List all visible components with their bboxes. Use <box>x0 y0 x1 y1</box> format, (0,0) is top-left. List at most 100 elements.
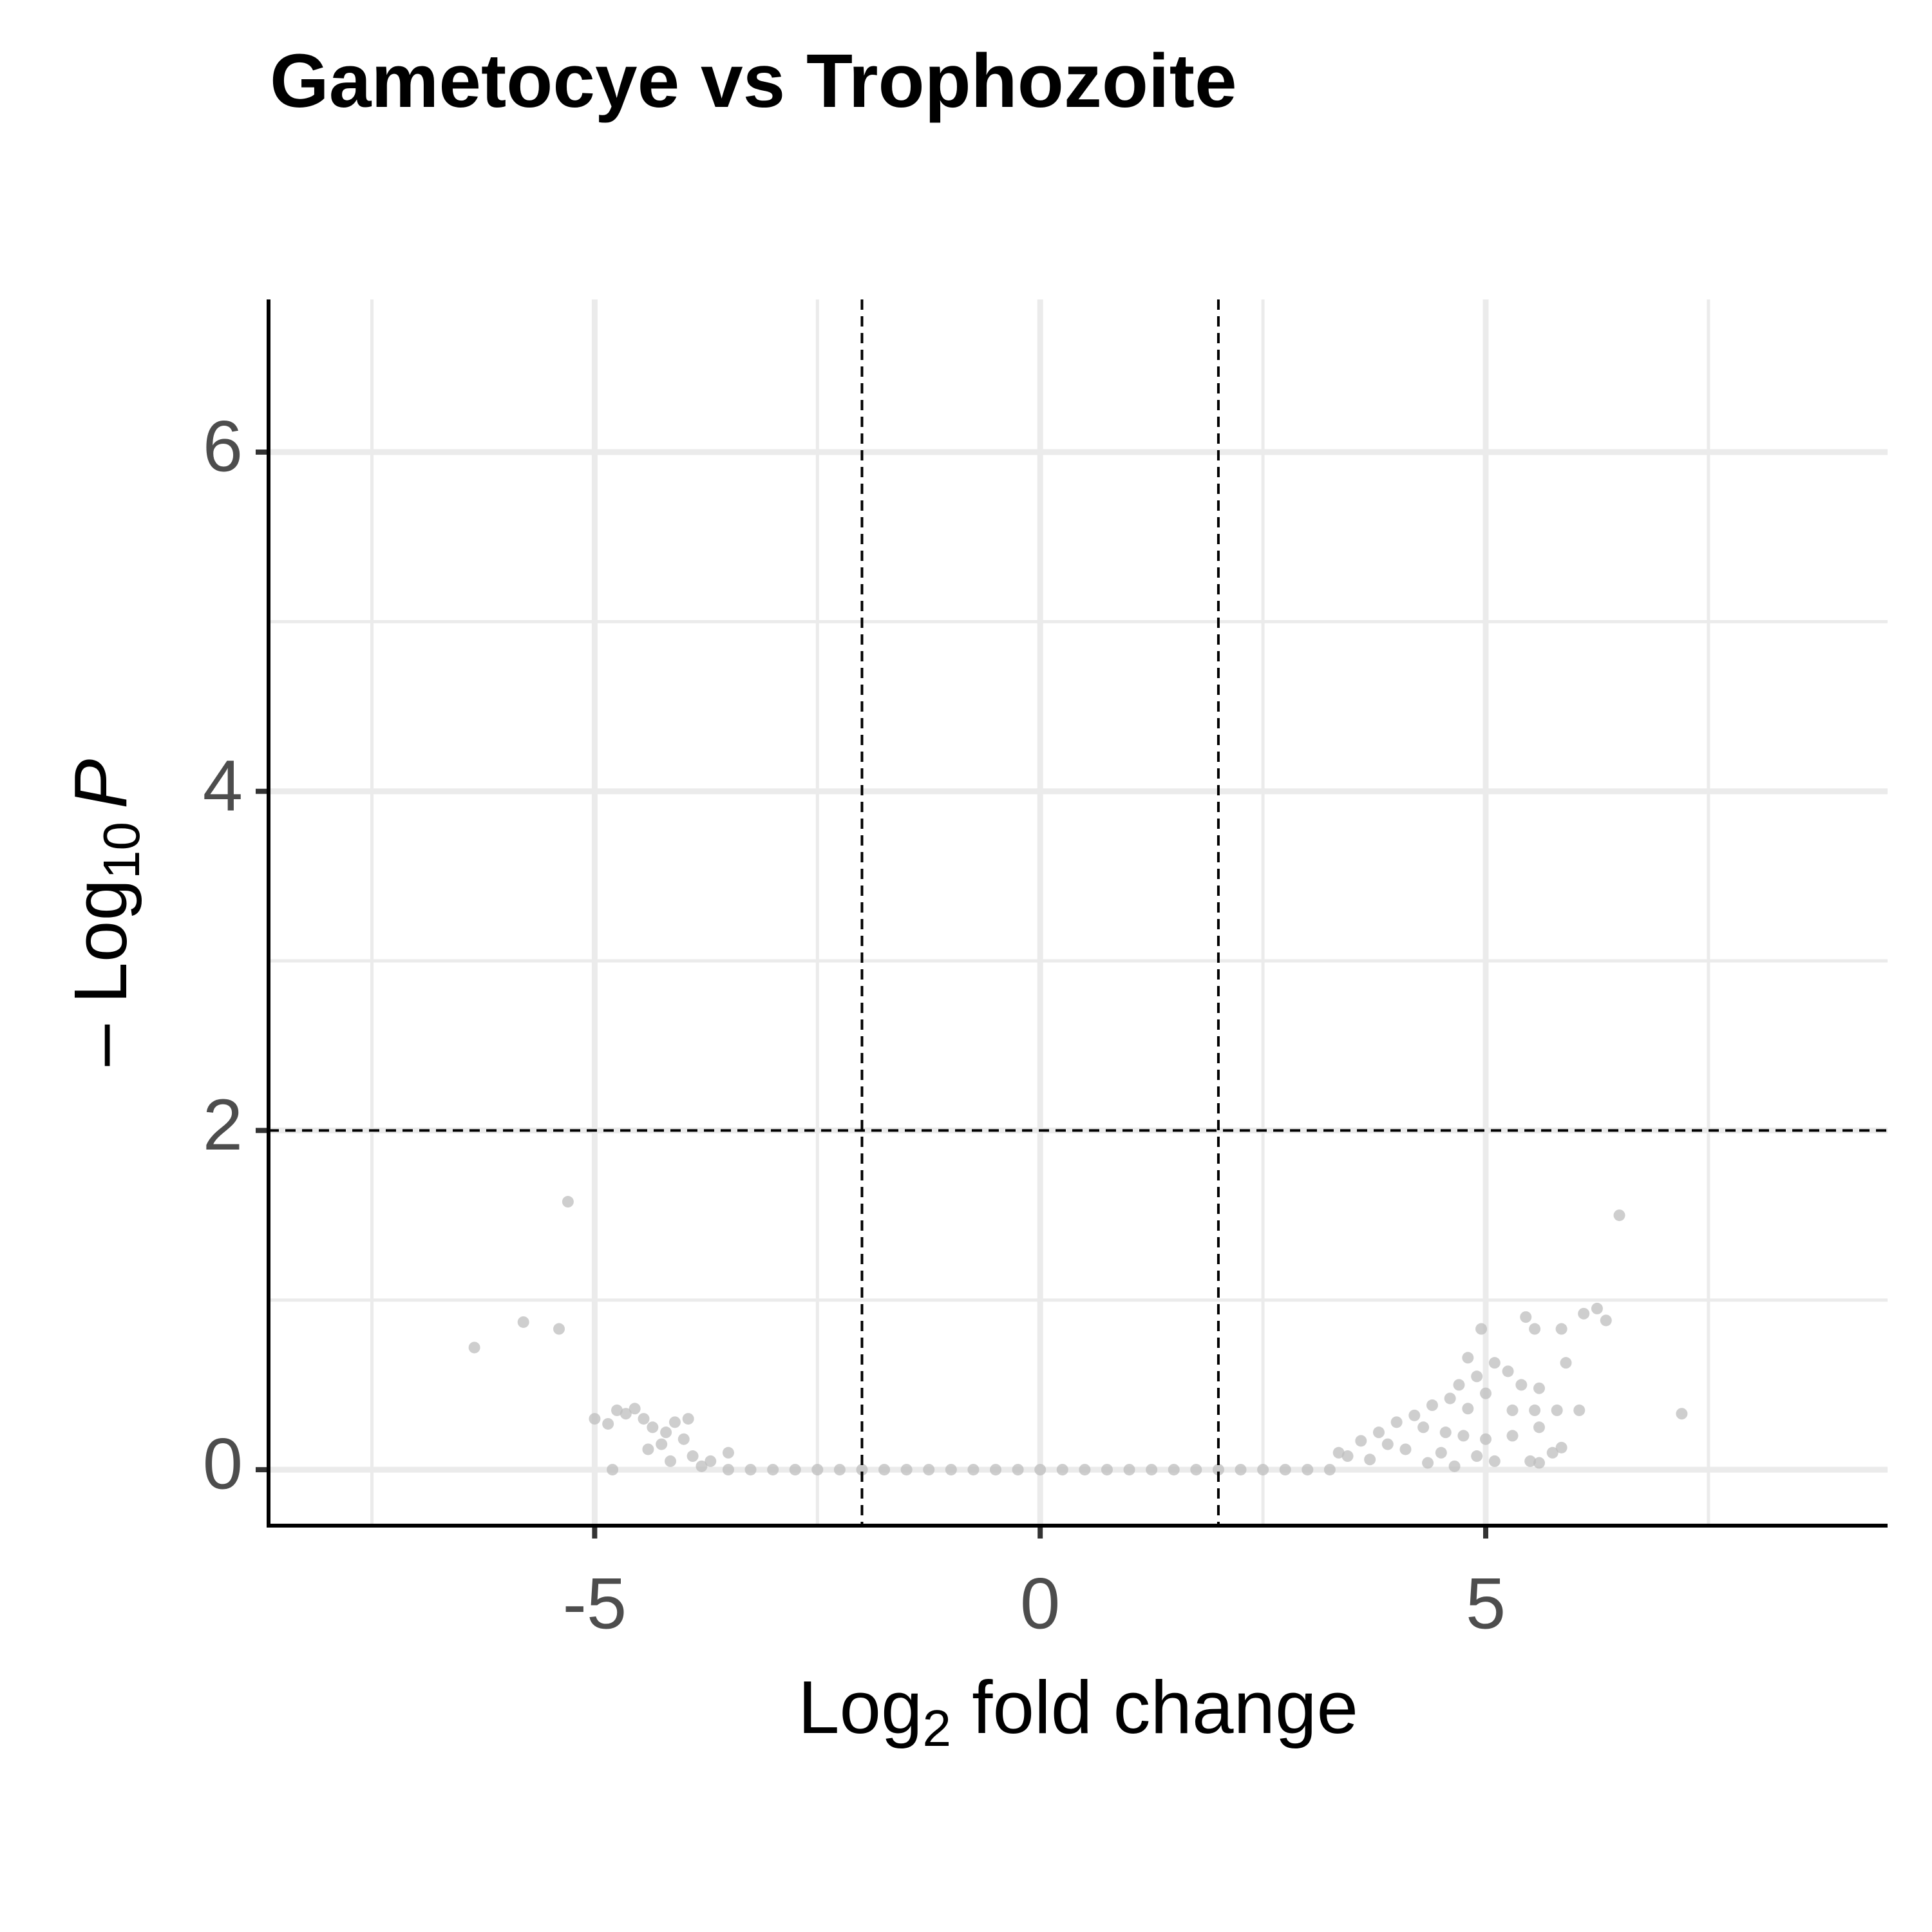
point <box>1101 1464 1113 1476</box>
point <box>1399 1443 1412 1455</box>
point <box>705 1455 717 1467</box>
point <box>1546 1446 1558 1459</box>
point <box>611 1404 623 1416</box>
y-axis-title-sub: 10 <box>93 822 150 879</box>
point <box>553 1323 565 1335</box>
point <box>1279 1464 1291 1476</box>
point <box>660 1426 672 1439</box>
point <box>1471 1370 1483 1383</box>
point <box>665 1455 677 1467</box>
point <box>811 1464 824 1476</box>
y-axis-title-part: – Log <box>59 879 142 1066</box>
point <box>1591 1302 1603 1314</box>
point <box>1448 1460 1461 1472</box>
x-axis-title-part: fold change <box>951 1665 1358 1749</box>
point <box>656 1438 668 1450</box>
point <box>1444 1392 1456 1405</box>
point <box>1600 1314 1612 1327</box>
y-tick-label: 2 <box>203 1084 243 1165</box>
point <box>589 1413 601 1425</box>
point <box>1551 1404 1563 1416</box>
point <box>1533 1421 1546 1434</box>
point <box>696 1460 708 1472</box>
x-axis-title-sub: 2 <box>922 1700 951 1757</box>
point <box>1555 1441 1567 1454</box>
x-tick-label: 0 <box>1020 1564 1060 1644</box>
point <box>1529 1404 1541 1416</box>
point <box>1479 1387 1492 1399</box>
point <box>722 1464 734 1476</box>
point <box>1235 1464 1247 1476</box>
point <box>1146 1464 1158 1476</box>
point <box>1390 1416 1403 1428</box>
point <box>1034 1464 1046 1476</box>
point <box>1520 1311 1532 1323</box>
point <box>629 1403 641 1415</box>
x-axis-title: Log2 fold change <box>798 1665 1358 1757</box>
point <box>1257 1464 1269 1476</box>
point <box>1533 1457 1546 1469</box>
point <box>1479 1433 1492 1445</box>
point <box>1529 1323 1541 1335</box>
point <box>1364 1454 1376 1466</box>
point <box>1502 1365 1514 1378</box>
point <box>1341 1450 1354 1463</box>
x-tick-label: 5 <box>1466 1564 1506 1644</box>
point <box>1506 1404 1519 1416</box>
point <box>1462 1403 1474 1415</box>
point <box>1435 1446 1447 1459</box>
point <box>1381 1438 1394 1450</box>
point <box>1475 1323 1488 1335</box>
point <box>1372 1426 1385 1439</box>
point <box>1123 1464 1135 1476</box>
point <box>878 1464 891 1476</box>
point <box>668 1416 681 1428</box>
point <box>744 1464 757 1476</box>
point <box>1613 1209 1625 1222</box>
x-tick-label: -5 <box>563 1564 627 1644</box>
point <box>1056 1464 1068 1476</box>
y-tick-label: 6 <box>203 406 243 487</box>
point <box>1439 1426 1452 1439</box>
point <box>677 1433 690 1445</box>
point <box>1323 1464 1336 1476</box>
x-axis-title-part: Log <box>798 1665 923 1749</box>
point <box>647 1421 659 1434</box>
point <box>722 1446 734 1459</box>
y-axis-title: – Log10 P <box>59 759 151 1066</box>
point <box>1355 1435 1367 1447</box>
point <box>1488 1357 1501 1369</box>
y-tick-label: 4 <box>203 745 243 826</box>
point <box>990 1464 1002 1476</box>
point <box>1012 1464 1024 1476</box>
point <box>1560 1357 1572 1369</box>
point <box>1488 1455 1501 1467</box>
chart-title: Gametocye vs Trophozoite <box>270 39 1237 124</box>
point <box>562 1196 574 1208</box>
point <box>1190 1464 1202 1476</box>
point <box>767 1464 779 1476</box>
point <box>620 1408 632 1420</box>
point <box>1457 1430 1470 1442</box>
point <box>468 1341 480 1354</box>
point <box>1573 1404 1586 1416</box>
point <box>1212 1464 1224 1476</box>
point <box>967 1464 980 1476</box>
point <box>900 1464 913 1476</box>
y-tick-label: 0 <box>203 1424 243 1504</box>
point <box>642 1443 654 1455</box>
point <box>1462 1352 1474 1364</box>
point <box>1408 1409 1421 1421</box>
point <box>1676 1408 1688 1420</box>
point <box>1555 1323 1567 1335</box>
point <box>517 1316 529 1328</box>
point <box>1578 1307 1590 1320</box>
point <box>1506 1430 1519 1442</box>
point <box>1453 1379 1465 1391</box>
point <box>856 1464 868 1476</box>
point <box>1426 1399 1438 1412</box>
point <box>1302 1464 1314 1476</box>
point <box>1471 1450 1483 1463</box>
y-axis-title-part: P <box>59 759 142 809</box>
